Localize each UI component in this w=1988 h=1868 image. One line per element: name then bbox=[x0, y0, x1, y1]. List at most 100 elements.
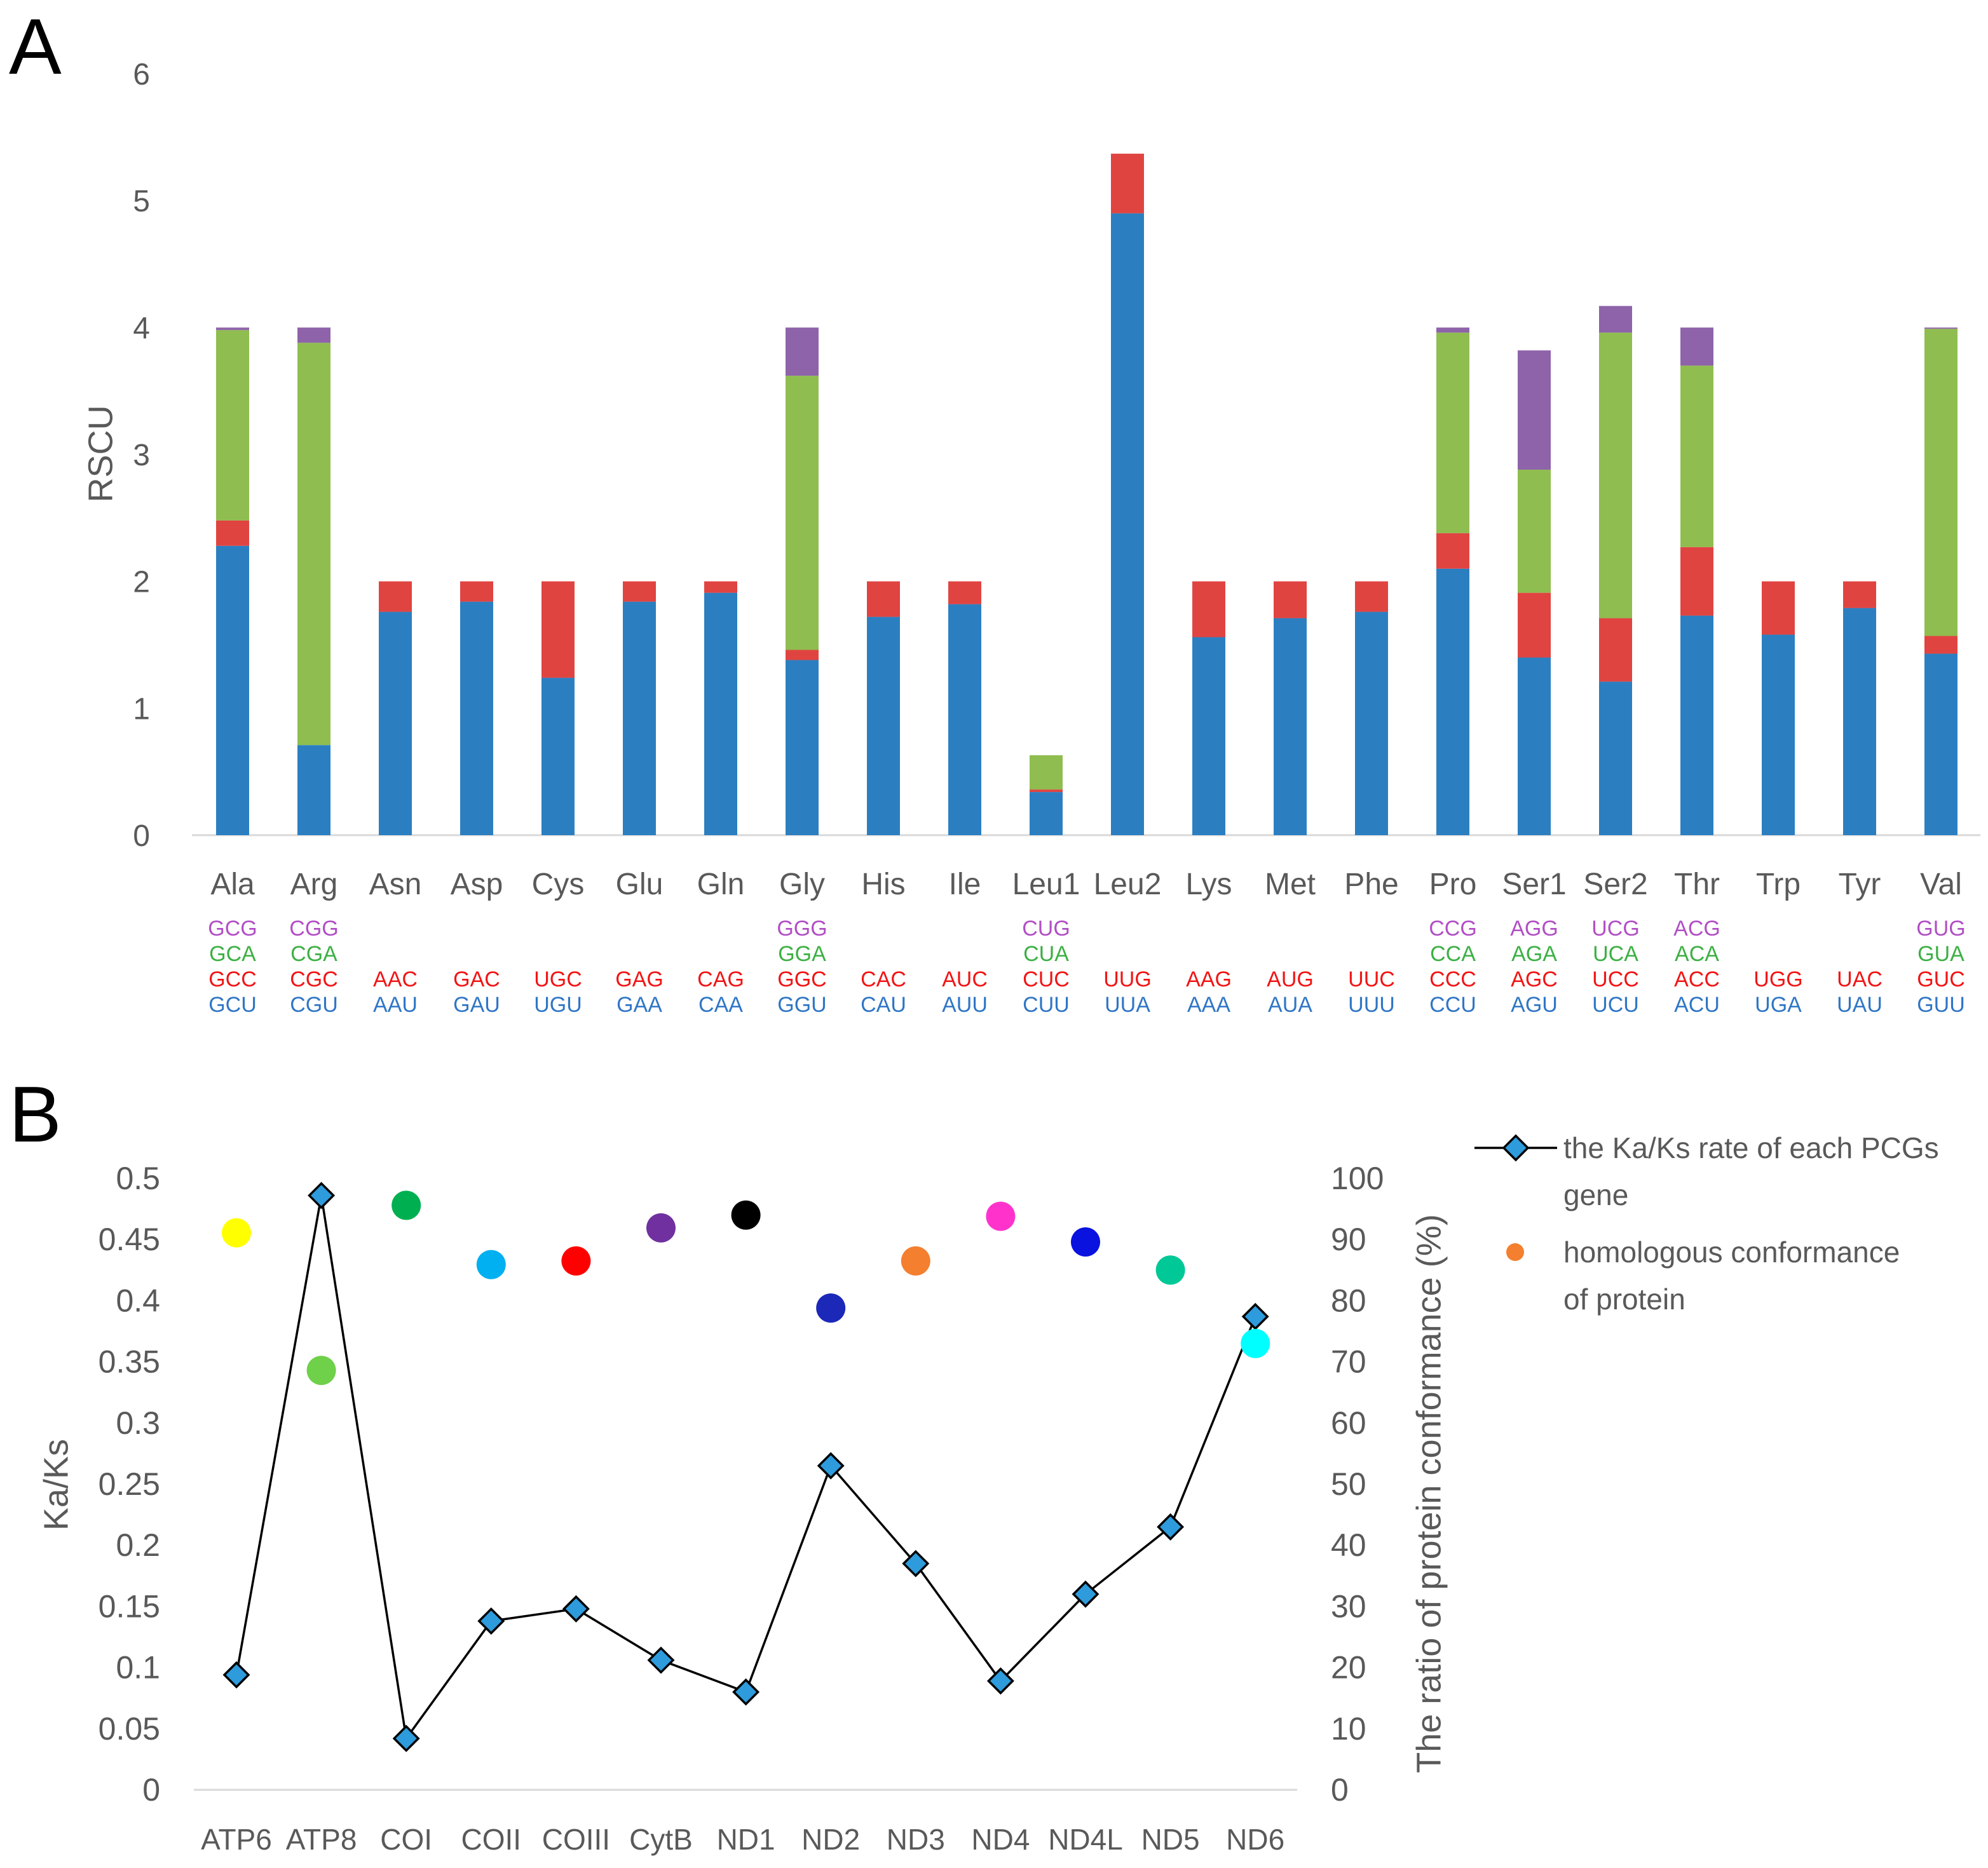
rscu-bar-segment bbox=[1274, 618, 1307, 835]
rscu-bar-segment bbox=[379, 611, 412, 835]
rscu-bar-segment bbox=[623, 581, 656, 602]
conformance-y-tick-label: 80 bbox=[1331, 1283, 1366, 1318]
gene-label: COI bbox=[380, 1823, 432, 1856]
rscu-bar-segment bbox=[1843, 608, 1876, 835]
codon-label: UCU bbox=[1592, 993, 1639, 1017]
codon-label: CUC bbox=[1023, 967, 1070, 992]
rscu-bar-segment bbox=[1274, 581, 1307, 618]
gene-label: ND4 bbox=[971, 1823, 1030, 1856]
rscu-bar-segment bbox=[1599, 618, 1632, 682]
amino-acid-label: Pro bbox=[1429, 868, 1477, 901]
codon-label: GAC bbox=[453, 967, 500, 992]
codon-label: GCA bbox=[209, 942, 256, 966]
codon-label: AAG bbox=[1186, 967, 1232, 992]
rscu-bar-segment bbox=[297, 343, 330, 746]
codon-label: AUC bbox=[942, 967, 988, 992]
gene-label: ND5 bbox=[1141, 1823, 1200, 1856]
rscu-bar-segment bbox=[541, 581, 575, 678]
rscu-bar-segment bbox=[1030, 755, 1063, 790]
gene-label: ND4L bbox=[1048, 1823, 1123, 1856]
rscu-bar-segment bbox=[1680, 615, 1713, 835]
rscu-bar-segment bbox=[704, 581, 737, 593]
conformance-points bbox=[222, 1190, 1270, 1386]
rscu-bar-segment bbox=[216, 327, 249, 331]
kaks-y-tick-label: 0.1 bbox=[116, 1650, 160, 1686]
kaks-point bbox=[222, 1661, 250, 1689]
rscu-bar-segment bbox=[786, 660, 819, 835]
codon-label: ACC bbox=[1674, 967, 1720, 992]
conformance-point bbox=[986, 1201, 1016, 1231]
gene-label: CytB bbox=[629, 1823, 693, 1856]
rscu-bar-segment bbox=[867, 617, 900, 835]
conformance-point bbox=[1071, 1227, 1100, 1257]
conformance-y-tick-label: 30 bbox=[1331, 1588, 1366, 1624]
kaks-point bbox=[986, 1667, 1014, 1695]
codon-label: GUA bbox=[1917, 942, 1964, 966]
kaks-y-tick-label: 0.4 bbox=[116, 1283, 160, 1318]
rscu-bar-segment bbox=[541, 678, 575, 835]
codon-label: CAA bbox=[698, 993, 743, 1017]
codon-label: CGG bbox=[289, 917, 338, 941]
amino-acid-label: Leu1 bbox=[1012, 868, 1080, 901]
gene-label: ATP6 bbox=[201, 1823, 272, 1856]
codon-label: GCG bbox=[208, 917, 257, 941]
conformance-y-tick-label: 20 bbox=[1331, 1650, 1366, 1686]
rscu-bar-segment bbox=[1924, 327, 1957, 329]
gene-label: COIII bbox=[542, 1823, 610, 1856]
kaks-chart: Ka/Ks The ratio of protein conformance (… bbox=[37, 1134, 1557, 1856]
panel-a-label: A bbox=[9, 3, 62, 91]
amino-acid-label: His bbox=[861, 868, 905, 901]
gene-label: ND3 bbox=[887, 1823, 945, 1856]
rscu-bar-segment bbox=[216, 545, 249, 835]
kaks-y-tick-label: 0.25 bbox=[99, 1466, 160, 1502]
rscu-bar-segment bbox=[1518, 657, 1551, 835]
conformance-right-axis: 0 10 20 30 40 50 60 70 80 90 100 bbox=[1331, 1161, 1384, 1808]
kaks-point bbox=[477, 1607, 505, 1635]
rscu-y-tick-label: 6 bbox=[133, 58, 150, 92]
codon-label: UAC bbox=[1837, 967, 1882, 992]
codon-label: UUC bbox=[1348, 967, 1395, 992]
conformance-y-tick-label: 100 bbox=[1331, 1161, 1384, 1196]
codon-label: CUU bbox=[1023, 993, 1070, 1017]
rscu-bar-segment bbox=[1030, 789, 1063, 793]
rscu-bar-segment bbox=[1192, 581, 1225, 637]
codon-label: GCU bbox=[208, 993, 257, 1017]
codon-label: CCA bbox=[1430, 942, 1476, 966]
legend-label-kaks: the Ka/Ks rate of each PCGs gene bbox=[1563, 1131, 1939, 1211]
kaks-y-tick-label: 0.2 bbox=[116, 1527, 160, 1563]
rscu-y-tick-label: 4 bbox=[133, 311, 150, 345]
rscu-chart: RSCU 0 1 2 3 4 5 6 Ala Arg Asn Asp Cys Glu Gln Gly His… bbox=[81, 58, 1980, 1017]
rscu-y-tick-label: 5 bbox=[133, 185, 150, 219]
kaks-y-tick-label: 0.35 bbox=[99, 1344, 160, 1380]
kaks-point bbox=[1241, 1302, 1269, 1330]
codon-label: ACA bbox=[1675, 942, 1719, 966]
gene-label: COII bbox=[461, 1823, 522, 1856]
rscu-bar-segment bbox=[1599, 306, 1632, 333]
amino-acid-label: Arg bbox=[290, 868, 338, 901]
rscu-bar-segment bbox=[1924, 636, 1957, 654]
kaks-point bbox=[1072, 1580, 1100, 1608]
amino-acid-label: Val bbox=[1920, 868, 1962, 901]
rscu-bar-segment bbox=[460, 581, 493, 602]
rscu-bar-segment bbox=[1436, 332, 1469, 533]
rscu-y-axis: 0 1 2 3 4 5 6 bbox=[133, 58, 150, 853]
rscu-y-tick-label: 1 bbox=[133, 692, 150, 726]
kaks-y-tick-label: 0.5 bbox=[116, 1161, 160, 1196]
codon-label: CAG bbox=[697, 967, 744, 992]
kaks-point bbox=[732, 1678, 760, 1706]
rscu-y-axis-title: RSCU bbox=[81, 405, 119, 502]
rscu-bar-segment bbox=[1843, 581, 1876, 608]
rscu-bar-segment bbox=[216, 330, 249, 521]
conformance-point bbox=[1241, 1328, 1270, 1358]
rscu-y-tick-label: 0 bbox=[133, 819, 150, 853]
amino-acid-label: Tyr bbox=[1839, 868, 1881, 901]
rscu-bar-segment bbox=[1111, 153, 1144, 214]
codon-label: GAA bbox=[616, 993, 662, 1017]
rscu-bar-segment bbox=[297, 745, 330, 835]
rscu-bar-segment bbox=[1680, 365, 1713, 547]
rscu-bar-segment bbox=[216, 520, 249, 546]
kaks-y-tick-label: 0.45 bbox=[99, 1222, 160, 1257]
amino-acid-label: Lys bbox=[1186, 868, 1232, 901]
